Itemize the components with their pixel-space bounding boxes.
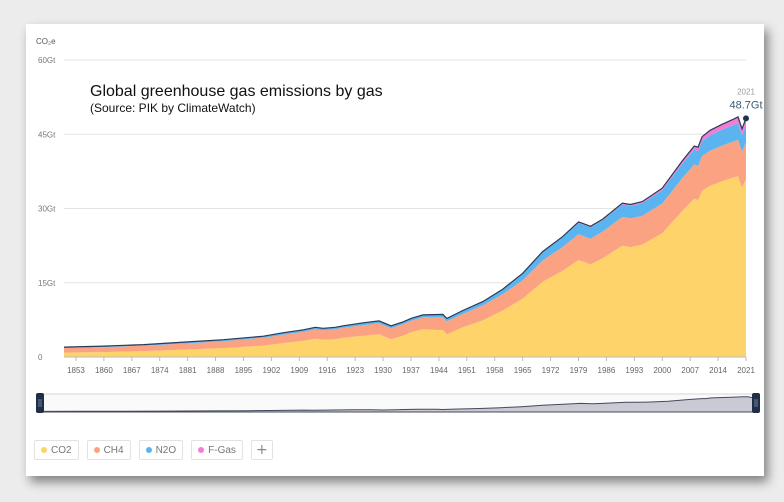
legend-label: CO2 [51,444,72,456]
legend-swatch [198,447,205,453]
y-axis-label: CO₂e [36,37,56,46]
legend-item-co2[interactable]: CO2 [34,440,79,460]
x-tick-label: 1965 [514,366,532,375]
y-tick-label: 30Gt [38,205,56,214]
navigator-series [39,396,757,413]
axes: 0 15Gt 30Gt 45Gt 60Gt CO₂e 1853 1860 1867 1874 188… [36,37,755,375]
stacked-areas[interactable] [63,116,747,357]
x-tick-label: 1979 [570,366,588,375]
legend-item-ch4[interactable]: CH4 [86,440,131,460]
x-tick-label: 1916 [318,366,336,375]
last-point-dot[interactable] [743,115,749,122]
legend-swatch [145,447,152,453]
x-tick-label: 1853 [67,366,85,375]
last-point-year: 2021 [737,87,755,96]
chart-title: Global greenhouse gas emissions by gas [90,83,383,100]
y-tick-label: 45Gt [38,130,56,139]
x-tick-label: 1930 [374,366,392,375]
x-tick-label: 1902 [262,366,280,375]
add-series-button[interactable]: + [250,440,273,460]
navigator-right-handle[interactable] [752,393,760,413]
x-tick-label: 1951 [458,366,476,375]
legend-label: N2O [155,444,177,456]
x-tick-label: 1923 [346,366,364,375]
navigator-left-handle[interactable] [36,393,44,413]
x-tick-label: 2021 [737,366,755,375]
y-tick-label: 0 [38,353,43,362]
legend: CO2 CH4 N2O F-Gas + [34,440,273,460]
last-point-value: 48.7Gt [729,99,762,111]
total-line[interactable] [63,116,747,348]
x-tick-label: 1944 [430,366,448,375]
last-point-marker[interactable]: 2021 48.7Gt [729,87,763,122]
range-navigator[interactable] [36,393,760,413]
x-tick-label: 1909 [290,366,308,375]
x-tick-label: 1986 [598,366,616,375]
legend-item-fgas[interactable]: F-Gas [191,440,243,460]
area-co2[interactable] [64,176,746,357]
legend-label: CH4 [103,444,124,456]
chart-subtitle: (Source: PIK by ClimateWatch) [90,101,256,115]
chart-card: 0 15Gt 30Gt 45Gt 60Gt CO₂e 1853 1860 1867 1874 188… [26,24,764,476]
x-tick-label: 1958 [486,366,504,375]
legend-swatch [93,447,100,453]
y-tick-label: 60Gt [38,56,56,65]
x-tick-label: 1972 [542,366,560,375]
x-tick-label: 2000 [653,366,671,375]
legend-swatch [41,447,47,453]
x-tick-label: 1867 [123,366,141,375]
x-tick-label: 2014 [709,366,727,375]
emissions-chart[interactable]: 0 15Gt 30Gt 45Gt 60Gt CO₂e 1853 1860 1867 1874 188… [26,24,764,476]
legend-label: F-Gas [208,444,236,456]
x-tick-label: 1937 [402,366,420,375]
area-ch4[interactable] [64,139,746,353]
x-tick-label: 2007 [681,366,699,375]
x-tick-label: 1895 [235,366,253,375]
x-tick-label: 1993 [625,366,643,375]
y-tick-label: 15Gt [38,279,56,288]
title-block: Global greenhouse gas emissions by gas (… [90,82,383,115]
x-tick-label: 1860 [95,366,113,375]
legend-item-n2o[interactable]: N2O [138,440,184,460]
x-tick-label: 1874 [151,366,169,375]
x-tick-label: 1881 [179,366,197,375]
x-tick-label: 1888 [207,366,225,375]
